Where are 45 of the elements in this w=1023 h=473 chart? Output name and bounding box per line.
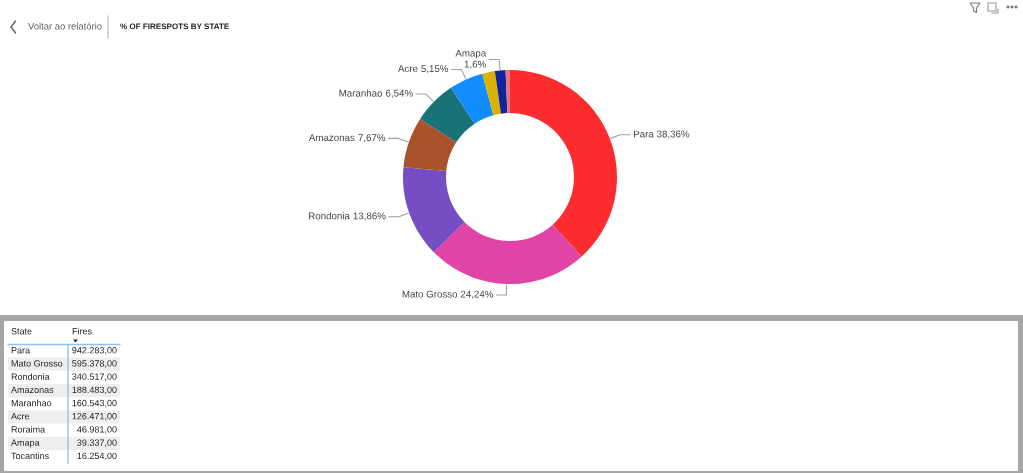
slice-label: Mato Grosso — [402, 290, 458, 298]
text: State — [11, 328, 32, 335]
donut-slice — [510, 70, 617, 257]
data-label: 1,6% — [464, 60, 486, 69]
text: % OF FIRESPOTS BY STATE — [120, 23, 229, 30]
category-label: Amazonas — [11, 386, 54, 394]
donut-slice — [403, 118, 457, 172]
slice-label: Maranhao — [339, 89, 383, 97]
data-label: 188.483,00 — [72, 386, 117, 395]
donut-slice — [420, 87, 475, 143]
data-label: 6,54% — [386, 89, 413, 98]
data-label: 942.283,00 — [72, 347, 117, 355]
donut-slice — [482, 71, 501, 116]
data-label: 5,15% — [421, 65, 449, 74]
data-label: 160.543,00 — [72, 399, 117, 408]
text: Voltar ao relatório — [28, 22, 102, 30]
donut-slice — [494, 70, 508, 114]
data-label: 46.981,00 — [77, 426, 117, 434]
data-label: 39.337,00 — [77, 439, 117, 447]
donut-slice — [403, 167, 465, 253]
category-label: Maranhao — [11, 399, 52, 407]
data-label: 24,24% — [460, 290, 494, 299]
data-label: 7,67% — [358, 134, 386, 143]
data-label: 126.471,00 — [72, 413, 117, 421]
text: Fires — [72, 327, 92, 335]
slice-label: Amazonas — [308, 134, 355, 142]
category-label: Tocantins — [11, 452, 49, 460]
data-label: 340.517,00 — [72, 373, 117, 381]
category-label: Amapa — [11, 439, 40, 448]
data-label: 13,86% — [353, 212, 386, 221]
slice-label: Acre — [398, 65, 418, 73]
category-label: Roraima — [11, 425, 46, 433]
category-label: Acre — [11, 413, 30, 420]
slice-label: Amapa — [455, 49, 487, 59]
category-label: Rondonia — [11, 373, 50, 380]
donut-slice — [450, 73, 494, 124]
slice-label: Rondonia — [309, 212, 350, 220]
donut-slice — [505, 70, 510, 114]
donut-slice — [433, 221, 582, 284]
category-label: Para — [11, 347, 31, 354]
slice-label: Para — [634, 130, 654, 138]
data-label: 38,36% — [656, 130, 690, 139]
data-label: 595.378,00 — [72, 360, 117, 368]
category-label: Mato Grosso — [11, 360, 63, 367]
data-label: 16.254,00 — [77, 452, 117, 461]
